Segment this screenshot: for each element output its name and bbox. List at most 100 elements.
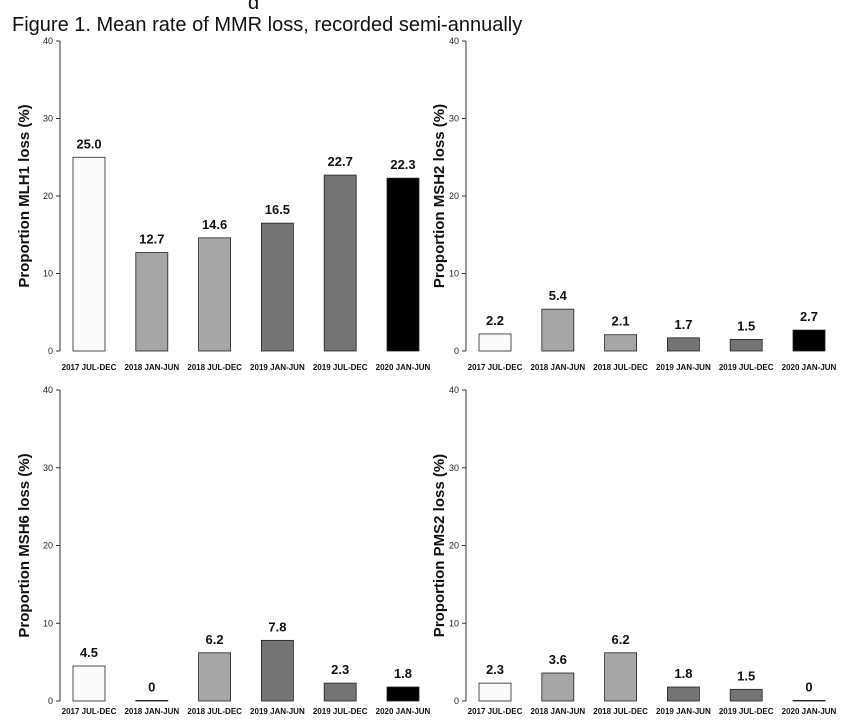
- bar: [667, 686, 700, 702]
- x-tick-label: 2017 JUL-DEC: [62, 707, 117, 716]
- data-label: 2.7: [800, 309, 818, 324]
- x-tick-label: 2020 JAN-JUN: [782, 707, 837, 716]
- y-axis-title: Proportion MSH6 loss (%): [16, 453, 33, 637]
- title-clip: g: [0, 0, 845, 9]
- data-label: 3.6: [549, 652, 567, 667]
- bar: [667, 337, 700, 352]
- y-tick-label: 0: [48, 696, 53, 706]
- x-tick-label: 2019 JUL-DEC: [719, 363, 774, 372]
- x-tick-label: 2018 JAN-JUN: [124, 363, 179, 372]
- bar: [323, 682, 357, 702]
- bar: [135, 252, 169, 352]
- data-label: 7.8: [268, 619, 286, 634]
- data-label: 22.3: [390, 157, 415, 172]
- x-tick-label: 2019 JAN-JUN: [250, 707, 305, 716]
- x-tick-label: 2018 JAN-JUN: [530, 363, 585, 372]
- data-label: 6.2: [206, 632, 224, 647]
- data-label: 5.4: [549, 288, 568, 303]
- bar: [541, 672, 575, 702]
- bar: [260, 639, 294, 702]
- bar: [478, 333, 512, 352]
- cut-off-title-fragment: g: [248, 0, 259, 9]
- data-label: 16.5: [265, 202, 290, 217]
- bar: [604, 652, 637, 702]
- y-tick-label: 30: [43, 463, 53, 473]
- x-tick-label: 2018 JAN-JUN: [124, 707, 179, 716]
- panel-msh6: 0 10 20 30 40 Proportion MSH6 loss (%) 4.5 2017…: [16, 385, 431, 716]
- data-label: 25.0: [76, 136, 101, 151]
- y-tick-label: 40: [449, 36, 459, 46]
- x-tick-label: 2018 JUL-DEC: [593, 363, 648, 372]
- bar: [792, 700, 826, 702]
- y-tick-label: 20: [449, 541, 459, 551]
- x-tick-label: 2018 JUL-DEC: [187, 363, 242, 372]
- bar: [604, 334, 637, 352]
- bar: [729, 688, 763, 702]
- x-tick-label: 2020 JAN-JUN: [376, 707, 431, 716]
- x-tick-label: 2017 JUL-DEC: [468, 363, 523, 372]
- x-tick-label: 2018 JUL-DEC: [187, 707, 242, 716]
- y-axis-title: Proportion MLH1 loss (%): [16, 104, 33, 287]
- y-axis-title: Proportion MSH2 loss (%): [431, 104, 448, 288]
- data-label: 1.5: [737, 318, 755, 333]
- x-tick-label: 2019 JUL-DEC: [719, 707, 774, 716]
- y-tick-label: 40: [43, 36, 53, 46]
- x-tick-label: 2019 JUL-DEC: [313, 363, 368, 372]
- panel-msh2: 0 10 20 30 40 Proportion MSH2 loss (%) 2.2 2017…: [431, 36, 837, 372]
- data-label: 12.7: [139, 232, 164, 247]
- bar: [198, 652, 232, 702]
- x-tick-label: 2019 JAN-JUN: [656, 363, 711, 372]
- y-tick-label: 40: [449, 385, 459, 395]
- panel-pms2: 0 10 20 30 40 Proportion PMS2 loss (%) 2.3 2017…: [431, 385, 837, 716]
- y-tick-label: 30: [449, 114, 459, 124]
- bar: [198, 237, 232, 352]
- bar: [323, 174, 357, 352]
- bar: [386, 177, 420, 352]
- y-tick-label: 10: [43, 618, 53, 628]
- bar: [260, 222, 294, 352]
- data-label: 1.8: [394, 666, 412, 681]
- bar: [541, 308, 575, 352]
- x-tick-label: 2019 JAN-JUN: [250, 363, 305, 372]
- y-tick-label: 30: [43, 114, 53, 124]
- bar: [72, 665, 106, 702]
- y-tick-label: 10: [449, 269, 459, 279]
- data-label: 2.1: [612, 314, 630, 329]
- x-tick-label: 2017 JUL-DEC: [62, 363, 117, 372]
- y-tick-label: 40: [43, 385, 53, 395]
- y-tick-label: 10: [43, 269, 53, 279]
- y-tick-label: 0: [454, 346, 459, 356]
- data-label: 6.2: [612, 632, 630, 647]
- y-axis-title: Proportion PMS2 loss (%): [431, 454, 448, 637]
- data-label: 14.6: [202, 217, 227, 232]
- data-label: 1.5: [737, 668, 755, 683]
- x-tick-label: 2017 JUL-DEC: [468, 707, 523, 716]
- x-tick-label: 2020 JAN-JUN: [376, 363, 431, 372]
- data-label: 0: [148, 679, 155, 694]
- y-tick-label: 20: [43, 541, 53, 551]
- bar: [478, 682, 512, 702]
- y-tick-label: 20: [449, 191, 459, 201]
- data-label: 2.3: [486, 662, 504, 677]
- data-label: 2.3: [331, 662, 349, 677]
- data-label: 2.2: [486, 313, 504, 328]
- x-tick-label: 2018 JAN-JUN: [530, 707, 585, 716]
- bar: [72, 156, 106, 352]
- x-tick-label: 2019 JUL-DEC: [313, 707, 368, 716]
- bar: [729, 338, 763, 352]
- data-label: 22.7: [328, 154, 353, 169]
- data-label: 1.8: [674, 666, 692, 681]
- data-label: 0: [805, 679, 812, 694]
- x-tick-label: 2020 JAN-JUN: [782, 363, 837, 372]
- x-tick-label: 2018 JUL-DEC: [593, 707, 648, 716]
- y-tick-label: 0: [454, 696, 459, 706]
- data-label: 1.7: [674, 317, 692, 332]
- x-tick-label: 2019 JAN-JUN: [656, 707, 711, 716]
- y-tick-label: 20: [43, 191, 53, 201]
- y-tick-label: 0: [48, 346, 53, 356]
- panel-mlh1: 0 10 20 30 40 Proportion MLH1 loss (%) 25.0 201…: [16, 36, 431, 372]
- bar: [386, 686, 420, 702]
- y-tick-label: 30: [449, 463, 459, 473]
- y-tick-label: 10: [449, 618, 459, 628]
